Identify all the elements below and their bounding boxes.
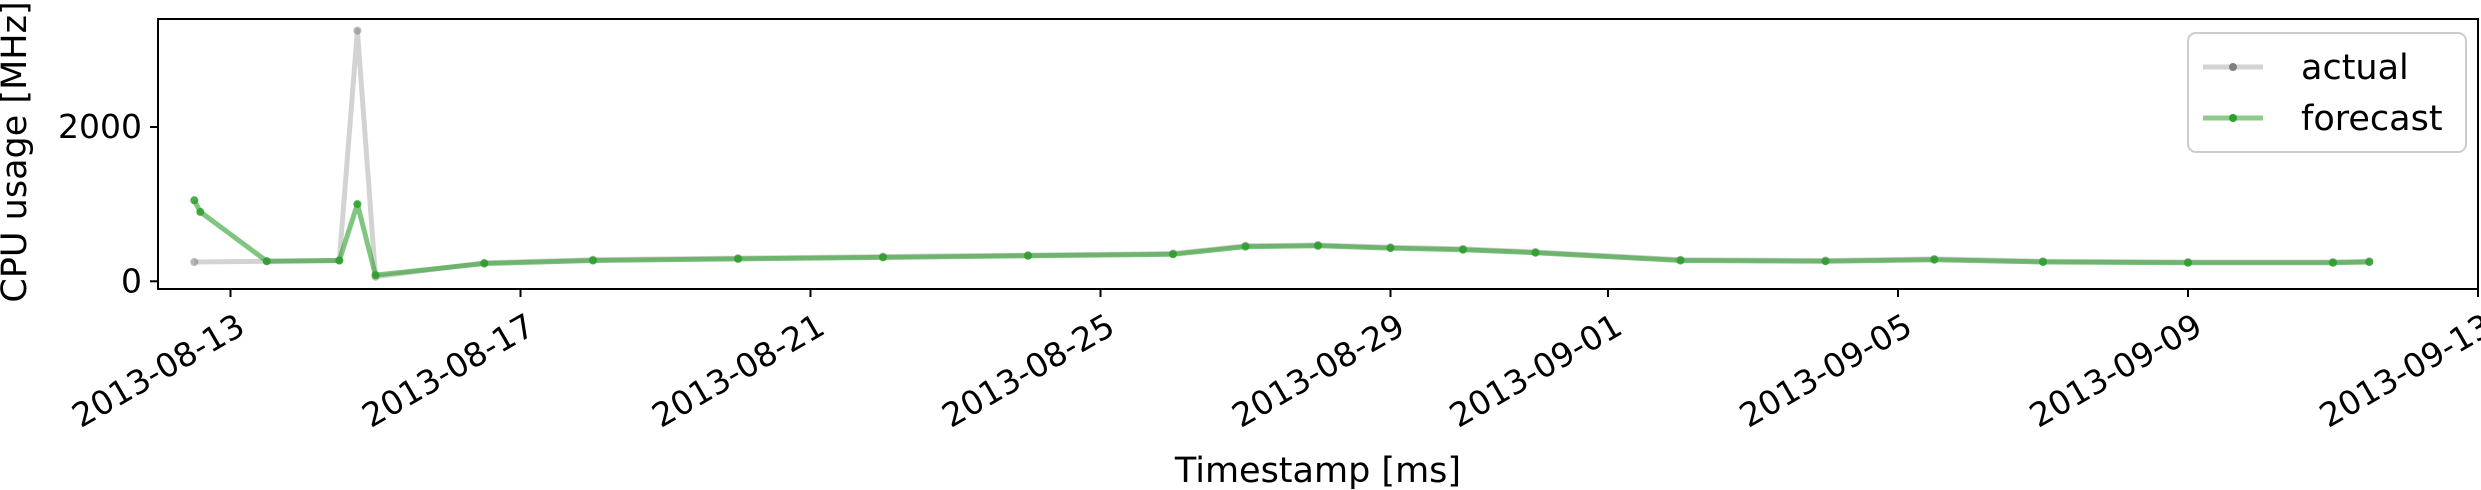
x-tick-label: 2013-08-25 <box>935 306 1121 436</box>
data-point-forecast <box>335 256 344 265</box>
legend-box <box>2187 32 2467 153</box>
x-axis-label: Timestamp [ms] <box>1174 451 1461 490</box>
y-tick-label: 2000 <box>58 107 142 146</box>
data-point-forecast <box>2039 258 2047 266</box>
x-tick-label: 2013-08-17 <box>355 306 541 436</box>
x-tick-label: 2013-09-09 <box>2023 306 2209 436</box>
data-point-forecast <box>1821 257 1830 266</box>
data-point-forecast <box>1930 255 1939 264</box>
data-point-forecast <box>1024 251 1032 260</box>
data-point-forecast <box>589 256 597 265</box>
data-point-forecast <box>1531 248 1540 257</box>
data-point-forecast <box>2329 258 2337 267</box>
x-tick-label: 2013-09-01 <box>1443 306 1629 436</box>
x-axis: 2013-08-13 2013-08-17 2013-08-21 2013-08-25… <box>65 289 2481 435</box>
data-point-actual <box>353 26 362 35</box>
y-axis: 0 2000 <box>58 107 158 300</box>
y-tick-label: 0 <box>121 261 142 300</box>
legend: actual forecast <box>2187 32 2467 153</box>
data-point-forecast <box>1169 250 1177 259</box>
legend-forecast-marker <box>2229 114 2237 122</box>
data-point-forecast <box>262 257 271 266</box>
x-tick-label: 2013-09-13 <box>2313 306 2481 436</box>
data-point-forecast <box>879 253 887 262</box>
x-tick-label: 2013-09-05 <box>1733 306 1919 436</box>
x-tick-label: 2013-08-13 <box>65 306 251 436</box>
x-tick-label: 2013-08-21 <box>645 306 831 436</box>
plot-frame <box>157 18 2479 290</box>
y-axis-label: CPU usage [MHz] <box>0 1 35 302</box>
legend-actual-marker <box>2229 63 2237 71</box>
x-tick-label: 2013-08-29 <box>1225 306 1411 436</box>
legend-forecast-label: forecast <box>2301 99 2443 139</box>
data-point-forecast <box>371 271 380 280</box>
series-line-forecast <box>192 199 2370 278</box>
data-point-forecast <box>1314 241 1322 250</box>
data-point-forecast <box>190 196 199 205</box>
data-point-forecast <box>1386 244 1395 253</box>
data-point-forecast <box>2184 258 2192 267</box>
data-point-forecast <box>2365 258 2374 266</box>
legend-actual-label: actual <box>2301 48 2409 88</box>
series-line-actual <box>194 28 2370 280</box>
data-point-actual <box>190 258 199 266</box>
data-point-forecast <box>734 254 742 263</box>
plot-area <box>190 26 2374 281</box>
data-point-forecast <box>1241 242 1250 251</box>
data-point-forecast <box>1676 256 1685 265</box>
data-point-forecast <box>196 207 205 216</box>
data-point-forecast <box>353 200 362 209</box>
data-point-forecast <box>1459 245 1467 254</box>
data-point-forecast <box>480 259 489 268</box>
